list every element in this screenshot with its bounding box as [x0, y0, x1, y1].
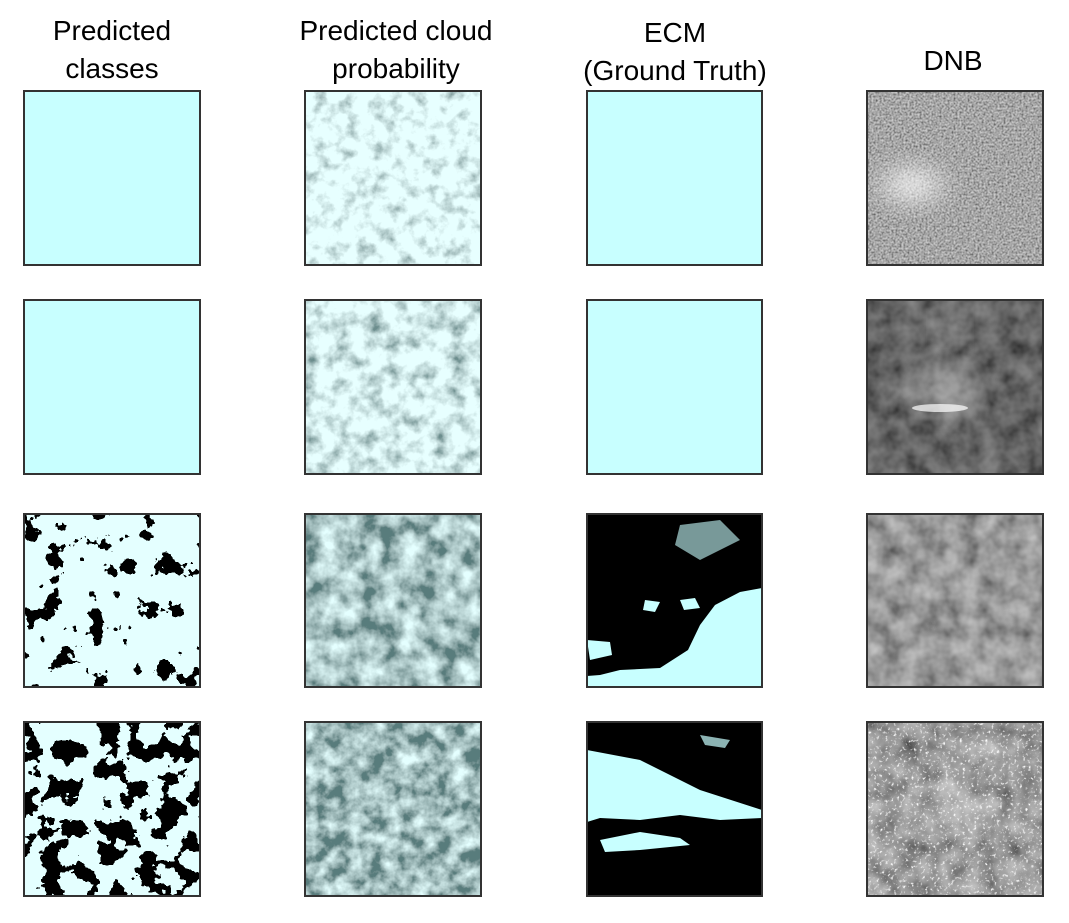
- column-header: Predicted cloud probability: [299, 15, 492, 84]
- image-tile: [867, 91, 1043, 265]
- image-tile: [24, 300, 200, 474]
- image-tile: [587, 514, 762, 687]
- image-tile: [587, 300, 762, 474]
- image-tile: [305, 91, 481, 265]
- image-tile: [24, 514, 200, 687]
- image-tile: [24, 722, 200, 896]
- header-line: ECM: [644, 17, 706, 48]
- image-tile: [305, 300, 481, 474]
- column-header: ECM (Ground Truth): [583, 17, 767, 86]
- image-tile: [305, 514, 481, 687]
- header-line: (Ground Truth): [583, 55, 767, 86]
- header-line: Predicted: [53, 15, 171, 46]
- image-tile: [867, 300, 1043, 474]
- image-tile: [867, 722, 1043, 896]
- image-tile: [24, 91, 200, 265]
- image-tile: [587, 722, 762, 896]
- header-line: probability: [332, 53, 460, 84]
- tile-frames: [23, 90, 1044, 897]
- image-tile: [867, 514, 1043, 687]
- image-tile: [587, 91, 762, 265]
- column-header: DNB: [923, 45, 982, 76]
- header-line: classes: [65, 53, 158, 84]
- header-line: DNB: [923, 45, 982, 76]
- column-header: Predicted classes: [53, 15, 171, 84]
- image-tile: [305, 722, 481, 896]
- header-line: Predicted cloud: [299, 15, 492, 46]
